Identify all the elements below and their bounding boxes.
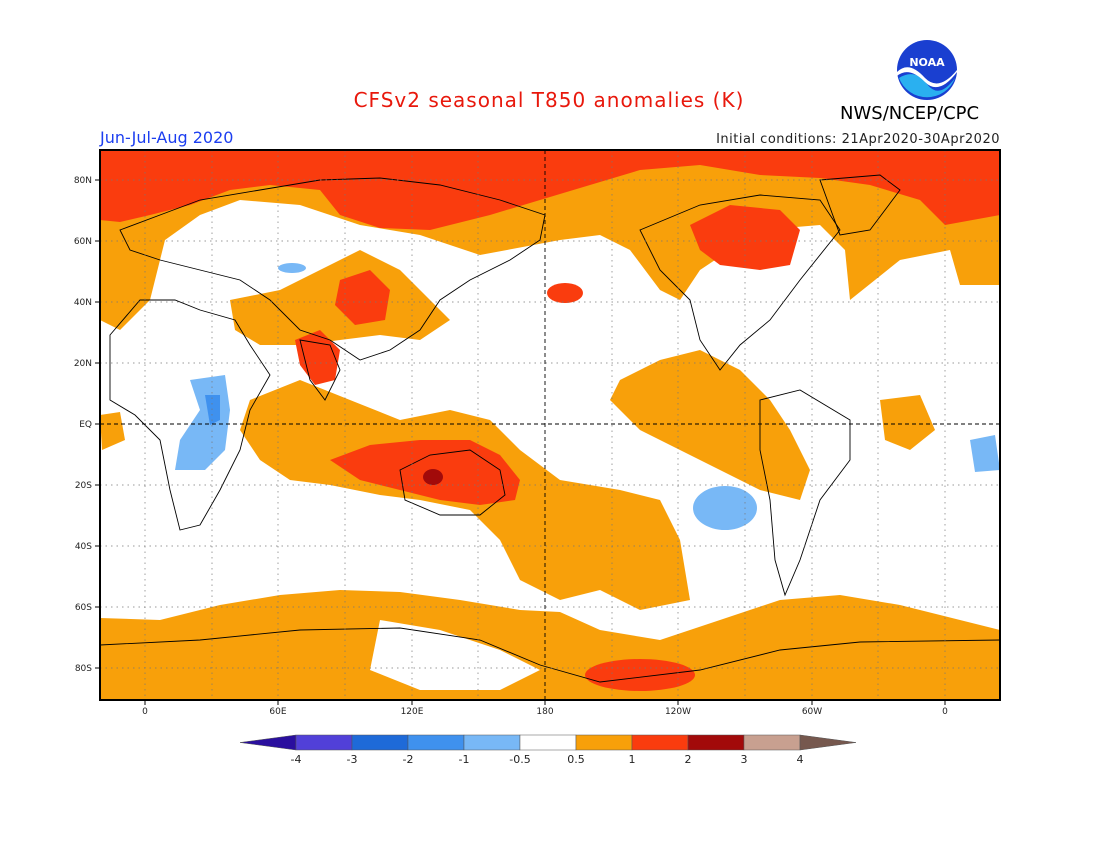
coastline-eurasia	[119, 177, 546, 361]
anomaly-field	[100, 150, 1000, 700]
lat-tick-label: 20S	[75, 481, 92, 491]
agency-label: NWS/NCEP/CPC	[840, 103, 980, 124]
colorbar-label: -4	[291, 753, 302, 766]
forecast-period: Jun-Jul-Aug 2020	[100, 128, 234, 147]
lon-tick-label: 180	[536, 707, 553, 717]
colorbar-arrow-low	[239, 734, 297, 751]
equator-dateline	[100, 150, 1000, 700]
anomaly-region	[970, 435, 1000, 472]
anomaly-region	[100, 590, 1000, 700]
colorbar-label: -2	[403, 753, 414, 766]
coastline-north-america	[639, 194, 841, 371]
lat-tick-label: 60N	[74, 237, 92, 247]
lon-tick-label: 60W	[802, 707, 822, 717]
map-frame	[99, 149, 1001, 701]
lat-tick-label: 80S	[75, 664, 92, 674]
anomaly-region	[423, 469, 443, 485]
lon-tick-label: 0	[142, 707, 148, 717]
coastline-south-america	[759, 389, 851, 597]
lon-tick-label: 120E	[401, 707, 424, 717]
anomaly-region	[295, 330, 340, 385]
colorbar-label: 3	[741, 753, 748, 766]
anomaly-region	[100, 412, 125, 450]
anomaly-region	[880, 395, 935, 450]
colorbar-swatch	[295, 734, 353, 751]
lon-tick-label: 60E	[269, 707, 286, 717]
coastlines	[100, 174, 1000, 683]
map-title: CFSv2 seasonal T850 anomalies (K)	[353, 88, 745, 112]
anomaly-region	[693, 486, 757, 530]
colorbar-swatch	[463, 734, 521, 751]
colorbar: -4 -3 -2 -1 -0.5 0.5 1 2 3 4	[239, 734, 857, 766]
lat-tick-label: 40S	[75, 542, 92, 552]
lon-tick-label: 0	[942, 707, 948, 717]
colorbar-swatch	[743, 734, 801, 751]
lon-tick-label: 120W	[665, 707, 691, 717]
lat-tick-label: EQ	[79, 420, 92, 430]
colorbar-arrow-high	[799, 734, 857, 751]
coastline-india	[299, 339, 341, 401]
anomaly-region	[100, 150, 1000, 230]
colorbar-swatch	[687, 734, 745, 751]
anomaly-region	[690, 205, 800, 270]
lat-tick-label: 40N	[74, 298, 92, 308]
colorbar-label: -3	[347, 753, 358, 766]
colorbar-swatch	[575, 734, 633, 751]
lat-tick-label: 60S	[75, 603, 92, 613]
coastline-greenland	[819, 174, 901, 236]
anomaly-region	[610, 350, 810, 500]
colorbar-swatch	[407, 734, 465, 751]
anomaly-region	[205, 395, 220, 425]
initial-conditions: Initial conditions: 21Apr2020-30Apr2020	[716, 132, 1000, 147]
anomaly-region	[585, 659, 695, 691]
anomaly-region	[335, 270, 390, 325]
colorbar-label: 0.5	[567, 753, 585, 766]
coastline-antarctica	[100, 627, 1000, 683]
coastline-australia	[399, 449, 506, 516]
noaa-logo: NOAA	[897, 40, 957, 100]
anomaly-region	[278, 263, 306, 273]
colorbar-label: -1	[459, 753, 470, 766]
coastline-africa	[109, 299, 271, 531]
lat-axis: 80N 60N 40N 20N EQ 20S 40S 60S 80S	[74, 176, 100, 674]
lat-tick-label: 20N	[74, 359, 92, 369]
anomaly-region	[370, 620, 540, 690]
lat-tick-label: 80N	[74, 176, 92, 186]
lon-axis: 0 60E 120E 180 120W 60W 0	[142, 700, 948, 717]
colorbar-swatch	[519, 734, 577, 751]
colorbar-label: 1	[629, 753, 636, 766]
colorbar-label: 2	[685, 753, 692, 766]
lat-lon-grid	[100, 150, 1000, 700]
colorbar-label: 4	[797, 753, 804, 766]
colorbar-label: -0.5	[509, 753, 530, 766]
logo-text: NOAA	[909, 56, 945, 69]
colorbar-swatch	[351, 734, 409, 751]
colorbar-swatch	[631, 734, 689, 751]
anomaly-region	[547, 283, 583, 303]
